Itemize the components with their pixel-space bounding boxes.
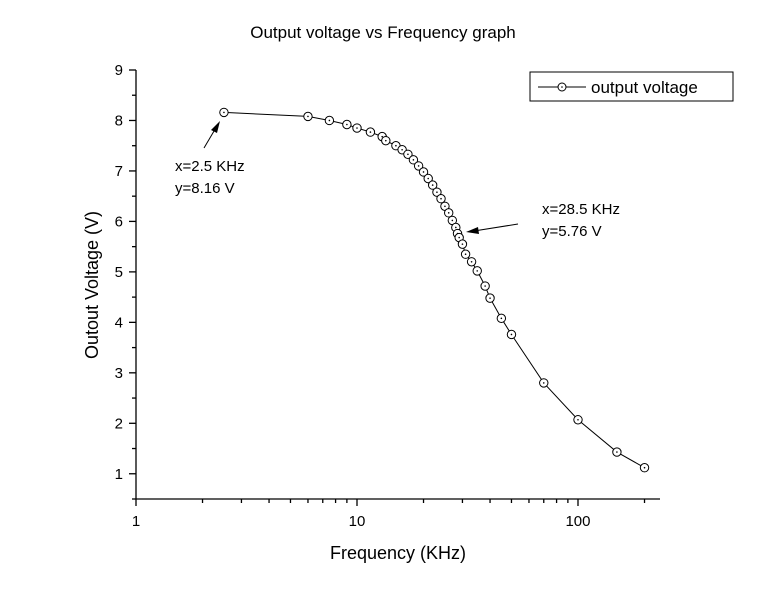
data-point-dot — [436, 191, 438, 193]
annotation-2-arrowhead — [466, 227, 479, 234]
data-point-dot — [484, 285, 486, 287]
data-point-dot — [444, 205, 446, 208]
data-point-dot — [464, 253, 467, 256]
data-point-dot — [412, 159, 415, 161]
data-point-dot — [476, 270, 479, 272]
series-output-voltage — [219, 107, 650, 473]
data-point-dot — [369, 131, 372, 133]
legend: output voltage — [529, 71, 734, 102]
data-point-dot — [395, 144, 397, 147]
data-point-dot — [307, 115, 309, 118]
data-point-dot — [440, 197, 442, 200]
data-point-dot — [489, 297, 491, 299]
data-point-dot — [427, 177, 430, 180]
annotation-2-y: y=5.76 V — [542, 223, 602, 240]
x-axis-label: Frequency (KHz) — [330, 543, 466, 563]
y-tick-label: 1 — [115, 466, 123, 483]
data-point-dot — [417, 165, 420, 167]
data-point-dot — [407, 153, 409, 156]
data-point-dot — [510, 333, 513, 336]
data-point-dot — [381, 135, 383, 138]
y-tick-label: 4 — [115, 314, 123, 331]
legend-marker-dot — [561, 86, 563, 88]
data-point-dot — [500, 317, 503, 320]
annotation-1-x: x=2.5 KHz — [175, 158, 245, 175]
data-point-dot — [461, 243, 464, 245]
annotation-1-y: y=8.16 V — [175, 180, 235, 197]
annotation-1: x=2.5 KHz y=8.16 V — [175, 121, 245, 197]
data-point-dot — [455, 226, 457, 229]
data-point-dot — [346, 123, 348, 126]
data-point-dot — [401, 148, 403, 151]
data-point-dot — [431, 184, 434, 186]
y-tick-label: 6 — [115, 213, 123, 230]
chart-title: Output voltage vs Frequency graph — [250, 23, 516, 42]
y-tick-label: 9 — [115, 62, 123, 79]
annotation-1-arrowhead — [211, 121, 220, 133]
data-point-dot — [356, 127, 358, 129]
annotation-2: x=28.5 KHz y=5.76 V — [466, 201, 620, 240]
data-point-dot — [542, 382, 545, 384]
data-point-dot — [385, 139, 387, 142]
data-point-dot — [643, 466, 646, 469]
annotation-2-x: x=28.5 KHz — [542, 201, 620, 218]
data-point-dot — [451, 219, 454, 222]
x-tick-label: 10 — [349, 513, 366, 530]
data-point-dot — [223, 111, 225, 114]
axes: 1 10 100 1 2 3 4 5 6 7 8 9 — [115, 62, 660, 530]
y-tick-label: 8 — [115, 112, 123, 129]
data-point-dot — [470, 260, 473, 263]
y-tick-label: 2 — [115, 415, 123, 432]
data-point-dot — [328, 119, 331, 122]
data-point-dot — [577, 418, 579, 421]
y-tick-label: 7 — [115, 163, 123, 180]
annotation-2-arrow — [473, 223, 519, 232]
x-tick-label: 100 — [565, 513, 590, 530]
y-tick-label: 5 — [115, 264, 123, 281]
data-point-dot — [422, 171, 425, 173]
data-point-dot — [616, 451, 618, 453]
y-tick-label: 3 — [115, 365, 123, 382]
legend-label: output voltage — [591, 78, 698, 97]
data-point-dot — [458, 236, 460, 239]
data-point-dot — [447, 212, 450, 214]
y-axis-label: Outout Voltage (V) — [82, 211, 102, 359]
x-tick-label: 1 — [132, 513, 140, 530]
series-line — [223, 111, 645, 469]
